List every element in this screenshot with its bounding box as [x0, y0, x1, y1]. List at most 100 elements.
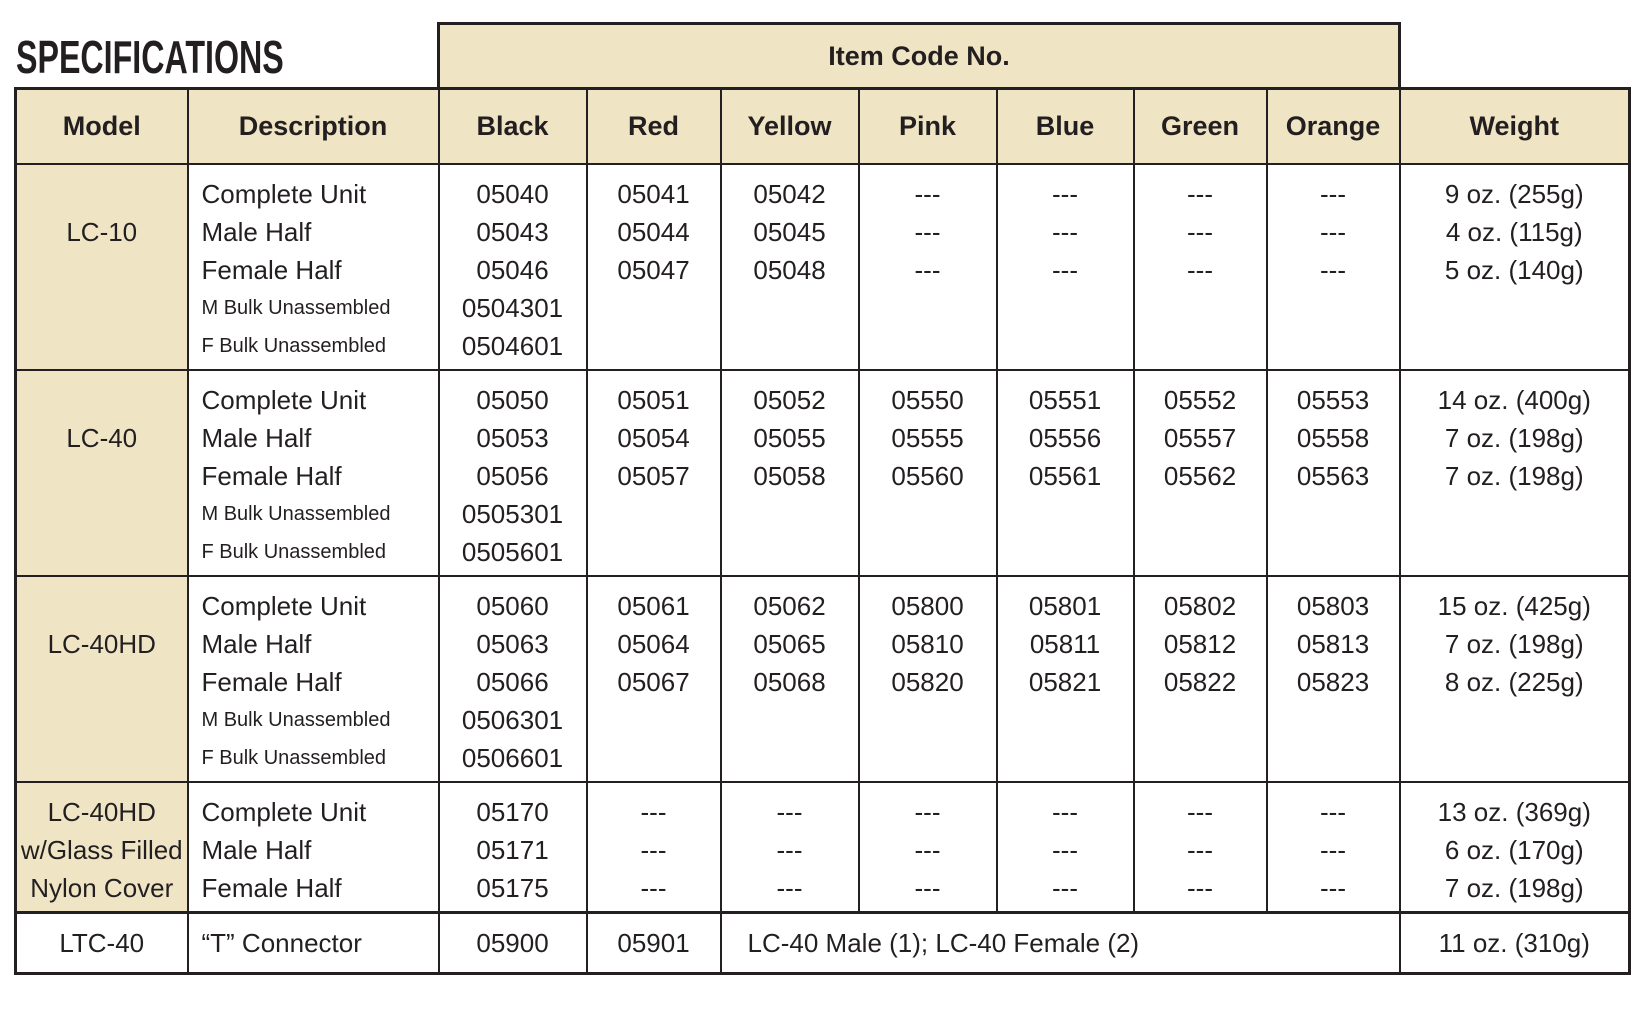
- code-value: ---: [1052, 873, 1078, 903]
- code-value: 05067: [617, 667, 690, 697]
- weight-value: 7 oz. (198g): [1444, 873, 1584, 903]
- code-value: ---: [640, 797, 667, 827]
- code-value: 05058: [753, 461, 826, 491]
- description-line: F Bulk Unassembled: [201, 541, 387, 563]
- code-value: 0505301: [461, 499, 564, 529]
- weight-cell: 14 oz. (400g) 7 oz. (198g) 7 oz. (198g): [1398, 369, 1632, 577]
- code-value: 05068: [753, 667, 826, 697]
- code-value: 05550: [891, 385, 964, 415]
- code-value: 05810: [891, 629, 964, 659]
- description-line: F Bulk Unassembled: [201, 335, 387, 357]
- code-value: 05044: [617, 217, 690, 247]
- code-value: 05060: [476, 591, 549, 621]
- code-value: 05175: [476, 873, 549, 903]
- description-cell: Complete Unit Male Half Female Half M Bu…: [186, 369, 440, 577]
- code-value: ---: [1320, 797, 1346, 827]
- weight-value: 9 oz. (255g): [1444, 179, 1584, 209]
- code-value: 05556: [1028, 423, 1102, 453]
- code-value: 05812: [1163, 629, 1237, 659]
- code-value: ---: [1320, 835, 1346, 865]
- weight-value: 4 oz. (115g): [1445, 217, 1583, 247]
- merged-note: LC-40 Male (1); LC-40 Female (2): [747, 927, 1140, 958]
- weight-value: 15 oz. (425g): [1437, 591, 1591, 621]
- code-value: 05811: [1029, 629, 1101, 659]
- code-value: 05561: [1028, 461, 1102, 491]
- code-value: 05803: [1296, 591, 1370, 621]
- code-value: ---: [1187, 873, 1213, 903]
- title-area: SPECIFICATIONS: [16, 24, 439, 89]
- code-value: 05900: [476, 927, 549, 958]
- description-line: Male Half: [201, 835, 312, 865]
- description-line: M Bulk Unassembled: [201, 503, 391, 525]
- code-cell-orange: 05553 05558 05563: [1265, 369, 1401, 577]
- code-value: 05555: [891, 423, 964, 453]
- col-header-blue: Blue: [995, 87, 1135, 165]
- header-row: Model Description Black Red Yellow Pink …: [14, 87, 1632, 165]
- code-value: ---: [1320, 873, 1346, 903]
- code-value: 05822: [1163, 667, 1237, 697]
- col-header-yellow: Yellow: [719, 87, 860, 165]
- code-cell-orange: --- --- ---: [1265, 163, 1401, 371]
- col-header-weight: Weight: [1398, 87, 1632, 165]
- col-header-description: Description: [186, 87, 440, 165]
- code-value: 05043: [476, 217, 549, 247]
- description-line: Complete Unit: [201, 385, 367, 415]
- code-value: 05061: [617, 591, 690, 621]
- code-value: ---: [640, 835, 667, 865]
- model-label: w/Glass Filled: [20, 835, 183, 865]
- code-cell-yellow: --- --- ---: [719, 781, 860, 914]
- code-value: ---: [1320, 217, 1346, 247]
- banner-row: SPECIFICATIONS Item Code No.: [16, 22, 1630, 90]
- code-value: 05051: [617, 385, 690, 415]
- code-value: 05054: [617, 423, 690, 453]
- weight-value: 11 oz. (310g): [1438, 927, 1590, 958]
- code-value: ---: [914, 873, 941, 903]
- model-label: LC-40: [66, 423, 138, 453]
- code-value: 05901: [617, 927, 690, 958]
- model-cell: LC-40: [14, 369, 189, 577]
- code-cell-blue: --- --- ---: [995, 163, 1135, 371]
- section-row-lc-40hd: LC-40HD Complete Unit Male Half Female H…: [14, 575, 1632, 783]
- code-value: 05813: [1296, 629, 1370, 659]
- code-value: 05553: [1296, 385, 1370, 415]
- weight-value: 6 oz. (170g): [1444, 835, 1584, 865]
- code-cell-pink: 05550 05555 05560: [857, 369, 998, 577]
- code-value: 05170: [476, 797, 549, 827]
- code-value: 05064: [617, 629, 690, 659]
- code-cell-black: 05060 05063 05066 0506301 0506601: [437, 575, 588, 783]
- code-cell-blue: 05801 05811 05821: [995, 575, 1135, 783]
- col-header-orange: Orange: [1265, 87, 1401, 165]
- weight-value: 14 oz. (400g): [1437, 385, 1591, 415]
- code-cell-red: 05051 05054 05057: [585, 369, 722, 577]
- item-code-banner: Item Code No.: [437, 22, 1402, 90]
- col-header-green: Green: [1132, 87, 1268, 165]
- code-value: ---: [1052, 217, 1078, 247]
- model-label: LC-40HD: [47, 629, 156, 659]
- description-line: Female Half: [201, 873, 342, 903]
- code-value: 05042: [753, 179, 826, 209]
- description-cell: Complete Unit Male Half Female Half M Bu…: [186, 575, 440, 783]
- code-value: 05056: [476, 461, 549, 491]
- code-cell-red: --- --- ---: [585, 781, 722, 914]
- description-line: Female Half: [201, 461, 342, 491]
- col-header-model: Model: [14, 87, 189, 165]
- code-cell-black: 05040 05043 05046 0504301 0504601: [437, 163, 588, 371]
- code-value: 05050: [476, 385, 549, 415]
- weight-value: 5 oz. (140g): [1444, 255, 1584, 285]
- model-label: LC-10: [66, 217, 138, 247]
- merged-note-cell: LC-40 Male (1); LC-40 Female (2): [719, 911, 1401, 975]
- code-value: 05047: [617, 255, 690, 285]
- description-line: F Bulk Unassembled: [201, 747, 387, 769]
- col-header-pink: Pink: [857, 87, 998, 165]
- code-cell-green: --- --- ---: [1132, 163, 1268, 371]
- description-line: Complete Unit: [201, 591, 367, 621]
- model-cell: LTC-40: [14, 911, 189, 975]
- code-value: ---: [1320, 179, 1346, 209]
- code-value: 05557: [1163, 423, 1237, 453]
- code-cell-pink: --- --- ---: [857, 163, 998, 371]
- code-value: 0506301: [461, 705, 564, 735]
- code-cell-green: 05802 05812 05822: [1132, 575, 1268, 783]
- weight-cell: 9 oz. (255g) 4 oz. (115g) 5 oz. (140g): [1398, 163, 1632, 371]
- description-line: Male Half: [201, 217, 312, 247]
- code-value: ---: [914, 179, 941, 209]
